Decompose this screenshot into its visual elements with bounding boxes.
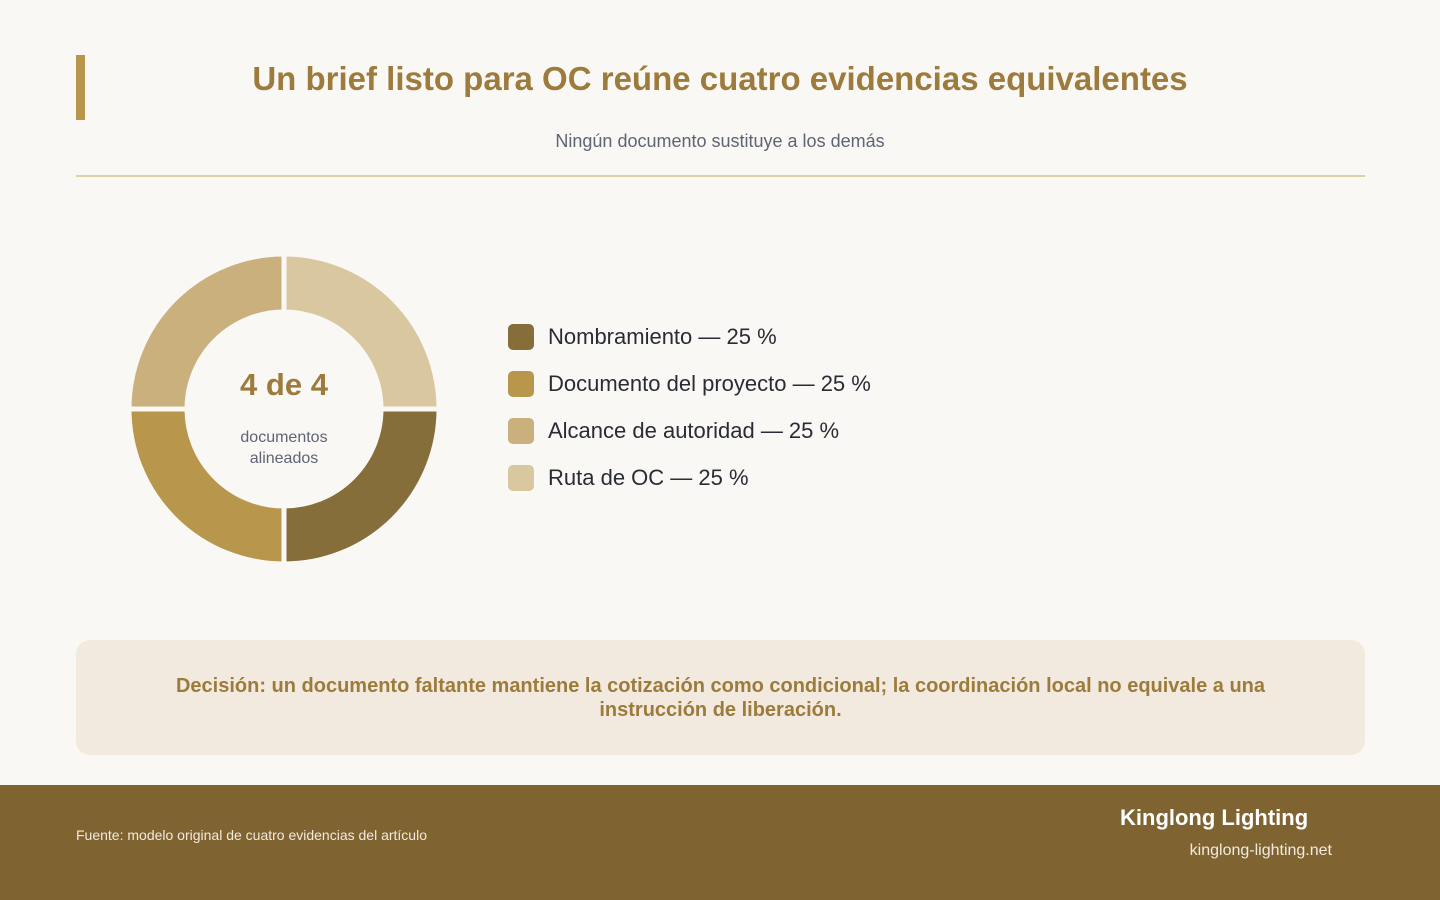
chart-title: Un brief listo para OC reúne cuatro evid…	[252, 60, 1188, 97]
donut-chart	[126, 251, 442, 567]
legend-swatch	[508, 464, 534, 491]
legend-label: Nombramiento — 25 %	[548, 323, 777, 349]
donut-slice-documento-del-proyecto	[126, 406, 287, 567]
donut-center-caption-line2: alineados	[249, 450, 319, 467]
legend-label: Ruta de OC — 25 %	[548, 464, 749, 490]
donut-center-caption-line1: documentos	[240, 429, 328, 446]
title-accent-bar	[76, 55, 85, 120]
donut-slice-nombramiento	[281, 406, 442, 567]
source-note: Fuente: modelo original de cuatro eviden…	[76, 827, 427, 843]
legend-label: Documento del proyecto — 25 %	[548, 370, 871, 396]
legend-item-documento-del-proyecto: Documento del proyecto — 25 %	[508, 360, 871, 407]
legend-swatch	[508, 417, 534, 444]
decision-callout-text: Decisión: un documento faltante mantiene…	[175, 674, 1266, 721]
chart-subtitle: Ningún documento sustituye a los demás	[555, 131, 885, 151]
legend-item-alcance-de-autoridad: Alcance de autoridad — 25 %	[508, 407, 871, 454]
decision-callout: Decisión: un documento faltante mantiene…	[76, 640, 1365, 755]
brand-name: Kinglong Lighting	[1120, 805, 1309, 830]
donut-slice-alcance-de-autoridad	[126, 251, 287, 412]
legend-label: Alcance de autoridad — 25 %	[548, 417, 840, 443]
footer: Fuente: modelo original de cuatro eviden…	[0, 785, 1440, 900]
legend-item-ruta-de-oc: Ruta de OC — 25 %	[508, 454, 871, 501]
header-divider	[76, 175, 1365, 177]
legend-swatch	[508, 370, 534, 397]
brand-website-link[interactable]: kinglong-lighting.net	[1189, 842, 1332, 859]
chart-legend: Nombramiento — 25 % Documento del proyec…	[508, 313, 871, 501]
donut-center-value: 4 de 4	[240, 367, 328, 402]
legend-swatch	[508, 323, 534, 350]
legend-item-nombramiento: Nombramiento — 25 %	[508, 313, 871, 360]
donut-center-caption: documentos alineados	[124, 427, 444, 469]
donut-slice-ruta-de-oc	[281, 251, 442, 412]
